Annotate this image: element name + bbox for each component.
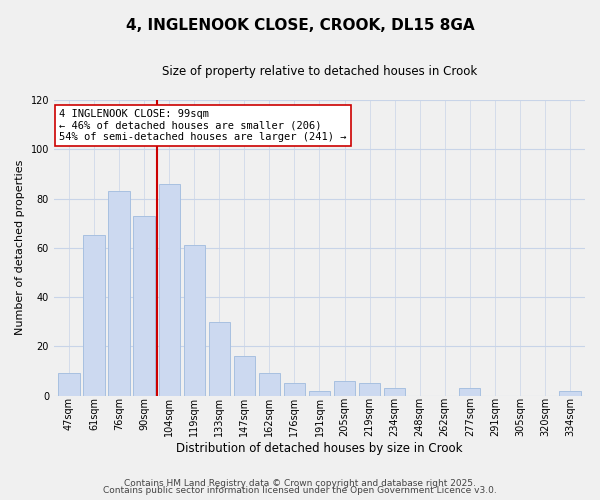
Bar <box>83 236 104 396</box>
Bar <box>109 191 130 396</box>
Bar <box>158 184 180 396</box>
Bar <box>233 356 255 396</box>
Bar <box>259 374 280 396</box>
Text: 4, INGLENOOK CLOSE, CROOK, DL15 8GA: 4, INGLENOOK CLOSE, CROOK, DL15 8GA <box>125 18 475 32</box>
Bar <box>384 388 405 396</box>
Text: Contains HM Land Registry data © Crown copyright and database right 2025.: Contains HM Land Registry data © Crown c… <box>124 478 476 488</box>
Bar <box>359 383 380 396</box>
Bar <box>334 381 355 396</box>
Title: Size of property relative to detached houses in Crook: Size of property relative to detached ho… <box>162 65 477 78</box>
Bar <box>309 390 330 396</box>
X-axis label: Distribution of detached houses by size in Crook: Distribution of detached houses by size … <box>176 442 463 455</box>
Bar <box>459 388 481 396</box>
Text: 4 INGLENOOK CLOSE: 99sqm
← 46% of detached houses are smaller (206)
54% of semi-: 4 INGLENOOK CLOSE: 99sqm ← 46% of detach… <box>59 109 347 142</box>
Bar <box>58 374 80 396</box>
Y-axis label: Number of detached properties: Number of detached properties <box>15 160 25 336</box>
Text: Contains public sector information licensed under the Open Government Licence v3: Contains public sector information licen… <box>103 486 497 495</box>
Bar <box>209 322 230 396</box>
Bar <box>184 246 205 396</box>
Bar <box>559 390 581 396</box>
Bar <box>133 216 155 396</box>
Bar <box>284 383 305 396</box>
